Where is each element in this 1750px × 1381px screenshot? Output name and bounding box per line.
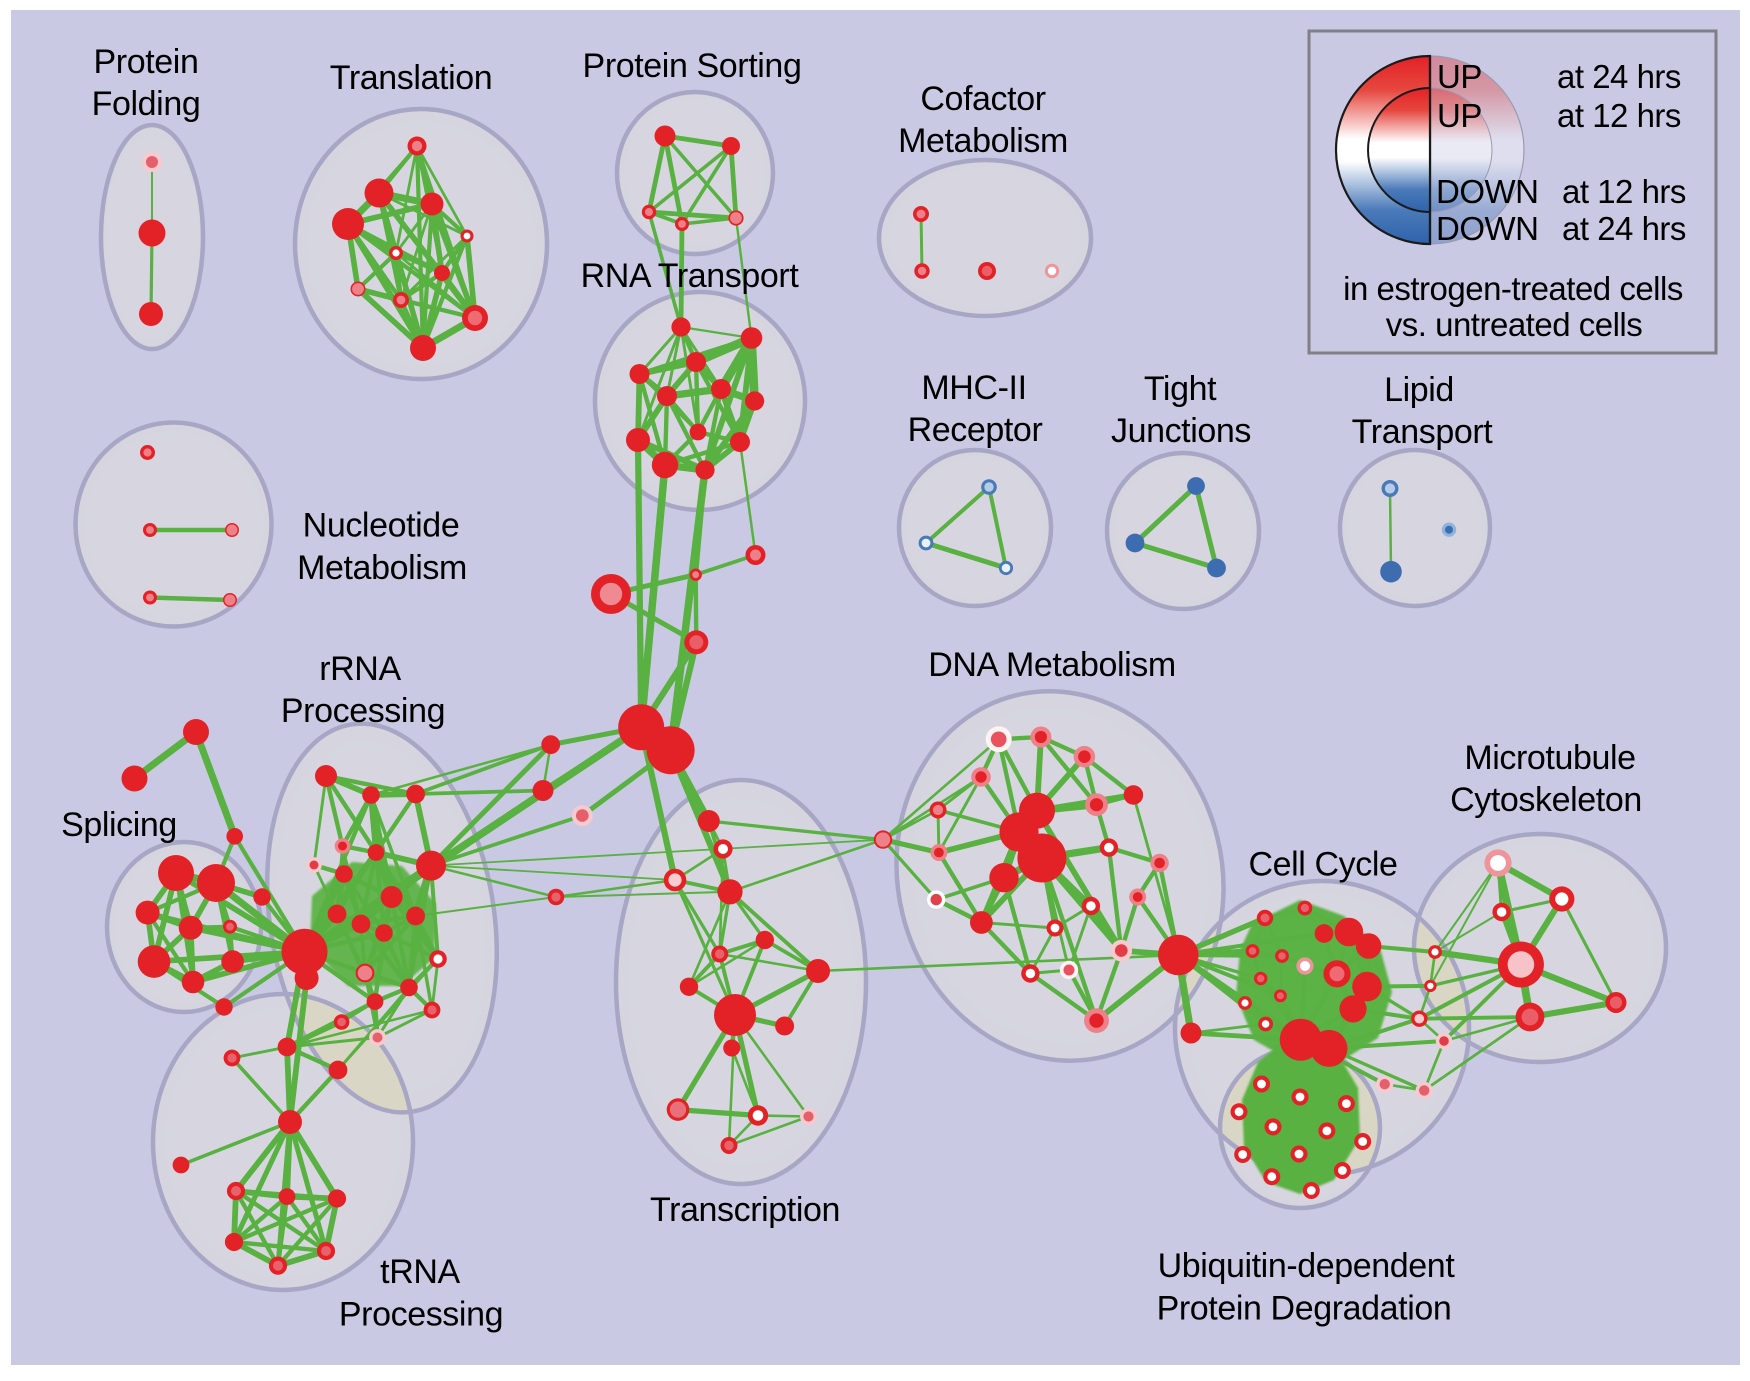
svg-text:Translation: Translation bbox=[330, 59, 493, 97]
svg-text:DOWN: DOWN bbox=[1436, 173, 1538, 210]
svg-text:MHC-II: MHC-II bbox=[921, 369, 1026, 407]
svg-text:at 24 hrs: at 24 hrs bbox=[1562, 210, 1686, 247]
svg-text:Transport: Transport bbox=[1352, 413, 1494, 451]
svg-text:Cytoskeleton: Cytoskeleton bbox=[1450, 781, 1642, 819]
svg-text:Splicing: Splicing bbox=[61, 806, 177, 844]
svg-text:RNA Transport: RNA Transport bbox=[581, 257, 800, 295]
svg-text:Metabolism: Metabolism bbox=[898, 122, 1068, 160]
svg-text:Protein Sorting: Protein Sorting bbox=[583, 47, 802, 85]
svg-text:Cell Cycle: Cell Cycle bbox=[1248, 846, 1397, 884]
svg-text:Processing: Processing bbox=[339, 1296, 503, 1334]
svg-text:Protein Degradation: Protein Degradation bbox=[1157, 1290, 1452, 1328]
svg-text:Tight: Tight bbox=[1144, 370, 1217, 408]
svg-text:at 12 hrs: at 12 hrs bbox=[1562, 173, 1686, 210]
svg-text:UP: UP bbox=[1437, 58, 1482, 95]
svg-text:Nucleotide: Nucleotide bbox=[303, 507, 460, 545]
svg-text:at 12 hrs: at 12 hrs bbox=[1557, 97, 1681, 134]
svg-text:DNA Metabolism: DNA Metabolism bbox=[928, 646, 1176, 684]
svg-text:Microtubule: Microtubule bbox=[1464, 739, 1635, 777]
svg-text:vs. untreated cells: vs. untreated cells bbox=[1386, 306, 1642, 343]
svg-text:Ubiquitin-dependent: Ubiquitin-dependent bbox=[1158, 1247, 1456, 1285]
svg-text:Lipid: Lipid bbox=[1384, 371, 1454, 409]
svg-text:Cofactor: Cofactor bbox=[920, 80, 1045, 118]
svg-text:Processing: Processing bbox=[281, 692, 445, 730]
svg-text:Folding: Folding bbox=[92, 85, 201, 123]
svg-text:Protein: Protein bbox=[94, 43, 199, 81]
svg-text:tRNA: tRNA bbox=[380, 1253, 460, 1291]
svg-text:at 24 hrs: at 24 hrs bbox=[1557, 58, 1681, 95]
svg-text:DOWN: DOWN bbox=[1436, 210, 1538, 247]
svg-text:Transcription: Transcription bbox=[650, 1191, 840, 1229]
svg-text:UP: UP bbox=[1437, 97, 1482, 134]
svg-text:in estrogen-treated cells: in estrogen-treated cells bbox=[1343, 270, 1683, 307]
svg-text:rRNA: rRNA bbox=[319, 650, 401, 688]
svg-text:Metabolism: Metabolism bbox=[297, 549, 467, 587]
svg-text:Junctions: Junctions bbox=[1111, 412, 1251, 450]
svg-text:Receptor: Receptor bbox=[908, 411, 1043, 449]
